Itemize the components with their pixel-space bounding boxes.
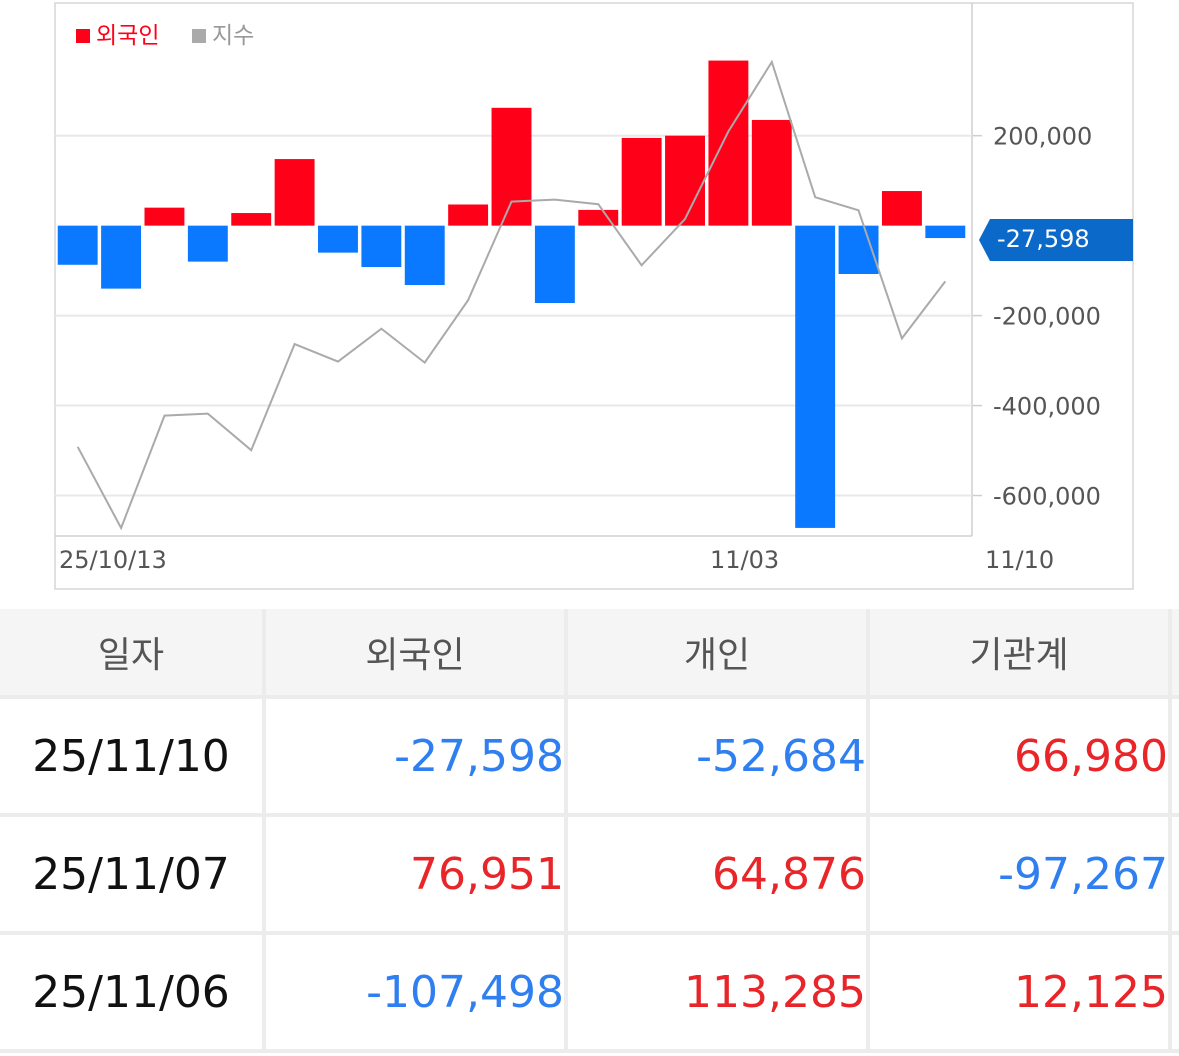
chart-bar [448,204,489,226]
chart-bar [881,191,922,226]
row-institution-value: 12,125 [868,933,1172,1053]
table-edge-cell [1170,815,1179,935]
x-tick-label: 11/03 [710,546,779,574]
y-tick-label: -600,000 [993,483,1101,511]
table-row: 25/11/06 -107,498 113,285 12,125 [0,933,1179,1053]
table-row: 25/11/07 76,951 64,876 -97,267 [0,815,1179,935]
legend-label-index: 지수 [212,23,254,49]
row-foreign-value: -27,598 [264,697,568,817]
chart-bar [751,119,792,226]
row-foreign-value: -107,498 [264,933,568,1053]
chart-bar [231,213,272,226]
table-edge-cell [1170,609,1179,699]
chart-bar [274,159,315,226]
row-date: 25/11/10 [0,697,266,817]
chart-bar [534,225,575,304]
column-header-institution: 기관계 [868,609,1172,699]
x-tick-label: 25/10/13 [59,546,167,574]
row-institution-value: 66,980 [868,697,1172,817]
chart-bar [318,225,358,253]
chart-bar [708,60,749,226]
chart-bar [144,207,185,226]
foreign-bars [57,60,966,528]
chart-bar [491,107,532,226]
y-axis-ticks: 200,000 -200,000 -400,000 -600,000 [972,123,1101,511]
chart-bar [101,225,142,289]
x-tick-label: 11/10 [985,546,1054,574]
chart-bar [621,137,662,226]
row-individual-value: 64,876 [566,815,870,935]
investor-trade-table: 일자 외국인 개인 기관계 25/11/10 -27,598 -52,684 6… [0,609,1179,1053]
y-tick-label: 200,000 [993,123,1092,151]
y-tick-label: -400,000 [993,393,1101,421]
chart-bar [361,225,402,268]
row-foreign-value: 76,951 [264,815,568,935]
chart-bar [665,135,705,226]
legend-label-foreign: 외국인 [96,23,159,49]
row-date: 25/11/06 [0,933,266,1053]
table-row: 25/11/10 -27,598 -52,684 66,980 [0,697,1179,817]
table-header-row: 일자 외국인 개인 기관계 [0,609,1179,699]
legend: 외국인 지수 [76,23,254,49]
x-axis-ticks: 25/10/13 11/03 11/10 [59,546,1054,574]
index-line-layer [76,59,947,531]
current-value-label: -27,598 [997,225,1090,253]
row-individual-value: 113,285 [566,933,870,1053]
investor-chart: 200,000 -200,000 -400,000 -600,000 25/10/13… [54,2,1134,590]
y-tick-label: -200,000 [993,303,1101,331]
table-edge-cell [1170,933,1179,1053]
chart-bar [187,225,228,262]
chart-bar [795,225,836,528]
chart-bar [404,225,445,286]
chart-frame [54,2,1134,590]
current-value-tag-background [979,219,1133,261]
column-header-date: 일자 [0,609,266,699]
column-header-individual: 개인 [566,609,870,699]
row-individual-value: -52,684 [566,697,870,817]
current-value-tag: -27,598 [979,219,1133,261]
legend-swatch-foreign [76,29,90,43]
table-edge-cell [1170,697,1179,817]
row-institution-value: -97,267 [868,815,1172,935]
legend-swatch-index [192,29,206,43]
chart-bar [578,209,619,226]
chart-bar [925,225,966,239]
row-date: 25/11/07 [0,815,266,935]
index-line [76,59,947,531]
column-header-foreign: 외국인 [264,609,568,699]
chart-svg: 200,000 -200,000 -400,000 -600,000 25/10/13… [54,2,1134,590]
chart-bar [57,225,98,265]
